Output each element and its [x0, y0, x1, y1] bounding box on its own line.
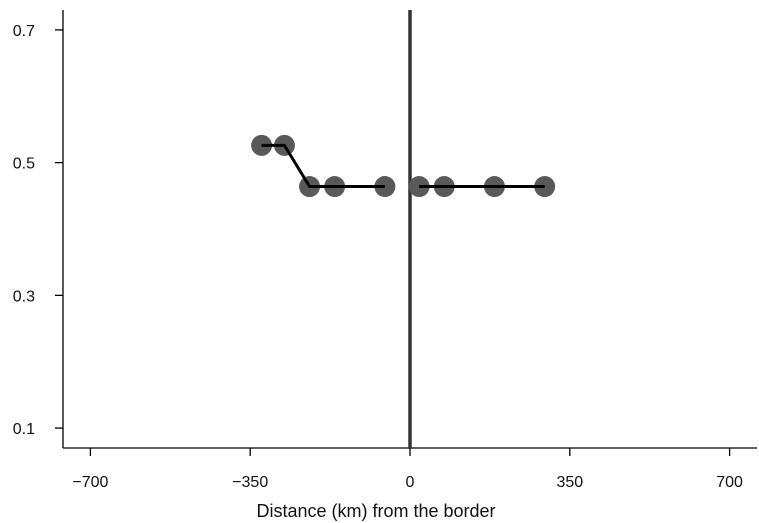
y-tick-label: 0.5: [13, 156, 35, 173]
x-tick-label: 700: [716, 474, 743, 491]
x-axis-title: Distance (km) from the border: [256, 501, 495, 521]
y-tick-label: 0.7: [13, 23, 35, 40]
y-ticks: 0.1 0.3 0.5 0.7: [13, 23, 63, 438]
x-tick-label: 0: [406, 474, 415, 491]
x-ticks: −700 −350 0 350 700: [72, 448, 743, 491]
x-tick-label: −350: [232, 474, 268, 491]
x-tick-label: −700: [72, 474, 108, 491]
x-tick-label: 350: [556, 474, 583, 491]
y-tick-label: 0.3: [13, 288, 35, 305]
y-tick-label: 0.1: [13, 421, 35, 438]
